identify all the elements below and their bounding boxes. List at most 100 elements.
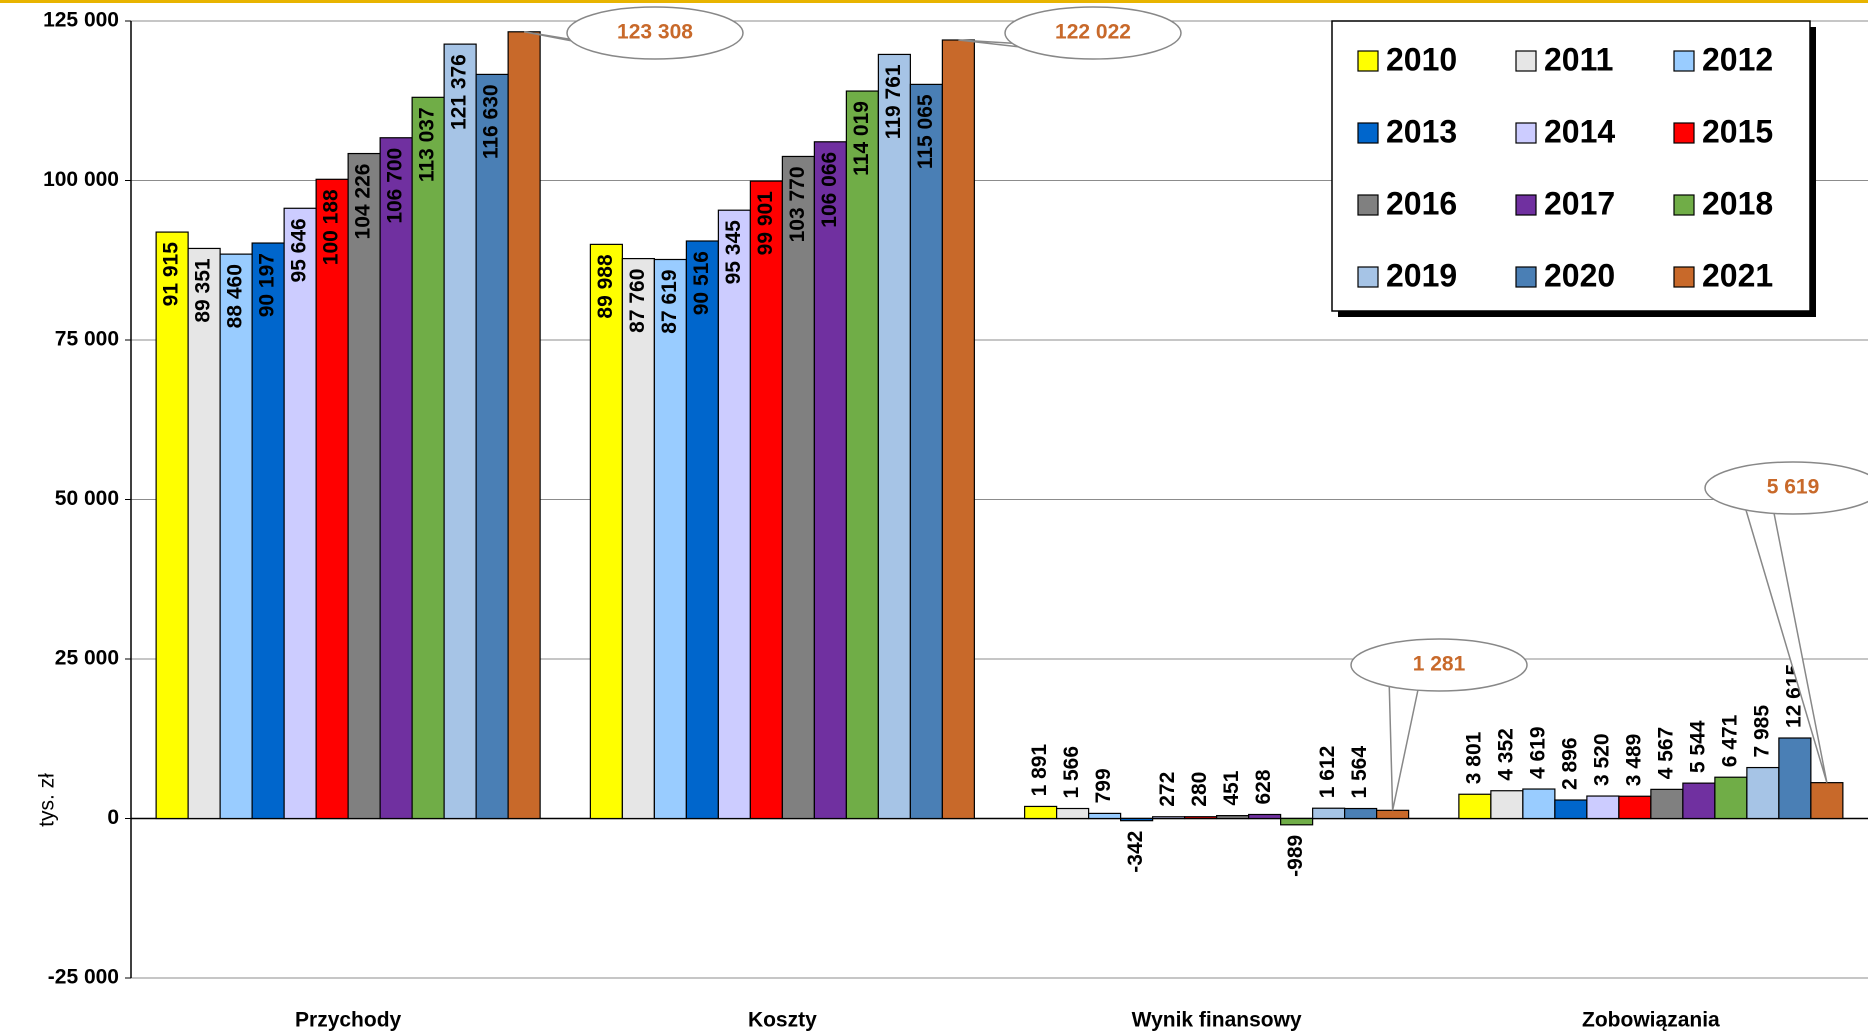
legend-label: 2017 (1544, 185, 1615, 221)
bar (1522, 788, 1556, 820)
callout (566, 6, 744, 60)
value-label: -342 (1124, 831, 1147, 873)
bar (813, 141, 847, 820)
bar (187, 247, 221, 820)
value-label: 121 376 (448, 54, 471, 130)
bar (1618, 795, 1652, 820)
y-tick-label: 0 (107, 806, 119, 829)
value-label: 3 801 (1462, 731, 1485, 784)
bar (653, 258, 687, 820)
value-label: 99 901 (754, 191, 777, 256)
value-label: 123 308 (617, 21, 693, 44)
value-label: 4 352 (1494, 728, 1517, 781)
value-label: 103 770 (786, 166, 809, 242)
value-label: 89 351 (192, 258, 215, 323)
bar (1746, 766, 1780, 820)
value-label: 451 (1220, 770, 1243, 805)
value-label: 1 566 (1060, 746, 1083, 799)
value-label: 116 630 (480, 84, 503, 159)
value-label: 115 065 (914, 94, 937, 169)
bar (1056, 807, 1090, 820)
bar (1490, 790, 1524, 820)
bar (1810, 782, 1844, 820)
callout (1350, 638, 1528, 692)
value-label: 6 471 (1718, 714, 1741, 767)
value-label: 87 619 (658, 269, 681, 333)
value-label: 90 197 (256, 253, 279, 317)
value-label: 7 985 (1750, 705, 1773, 758)
value-label: 4 567 (1654, 727, 1677, 780)
bar (1088, 812, 1122, 820)
legend-swatch (1515, 266, 1537, 288)
bar (845, 90, 879, 820)
bar (1650, 788, 1684, 820)
y-axis-label: tys. zł (36, 773, 59, 827)
x-tick-label: Wynik finansowy (1132, 1009, 1302, 1032)
value-label: 2 896 (1558, 737, 1581, 790)
bar (219, 253, 253, 820)
bar (717, 209, 751, 820)
legend-label: 2011 (1544, 41, 1613, 77)
bar (589, 243, 623, 820)
value-label: 628 (1252, 769, 1275, 804)
legend-swatch (1357, 266, 1379, 288)
bar (443, 43, 477, 820)
legend-label: 2012 (1702, 41, 1773, 77)
value-label: 106 700 (384, 148, 407, 224)
legend-swatch (1673, 266, 1695, 288)
value-label: 95 646 (288, 218, 311, 282)
legend-swatch (1357, 122, 1379, 144)
bar (1778, 737, 1812, 820)
value-label: -989 (1284, 835, 1307, 877)
bar (155, 231, 189, 820)
value-label: 89 988 (594, 254, 617, 319)
value-label: 3 520 (1590, 733, 1613, 786)
legend-label: 2016 (1386, 185, 1457, 221)
bar (1184, 816, 1218, 820)
legend-label: 2020 (1544, 257, 1615, 293)
bar (1682, 782, 1716, 820)
bar (685, 240, 719, 820)
bar (941, 39, 975, 820)
value-label: 90 516 (690, 251, 713, 315)
y-tick-label: 50 000 (55, 487, 119, 510)
bar (781, 155, 815, 820)
bar (1216, 815, 1250, 820)
legend-label: 2019 (1386, 257, 1457, 293)
legend-label: 2018 (1702, 185, 1773, 221)
bar (507, 31, 541, 820)
bar (283, 207, 317, 820)
legend: 2010 2011 2012 2013 2014 2015 2016 2017 2018 2019… (1331, 20, 1816, 317)
y-tick-label: -25 000 (48, 966, 119, 989)
value-label: 1 612 (1316, 746, 1339, 799)
legend-swatch (1515, 122, 1537, 144)
bar (1248, 813, 1282, 820)
value-label: 5 619 (1767, 476, 1820, 499)
y-tick-label: 75 000 (55, 328, 119, 351)
value-label: 100 188 (320, 189, 343, 265)
bar (749, 180, 783, 820)
callout (1704, 461, 1868, 515)
callout (1004, 6, 1182, 60)
bar (621, 257, 655, 820)
value-label: 119 761 (882, 64, 905, 139)
bar (1554, 799, 1588, 820)
bar (1152, 816, 1186, 820)
legend-swatch (1357, 194, 1379, 216)
bar (1714, 776, 1748, 820)
legend-swatch (1673, 50, 1695, 72)
y-tick-label: 100 000 (43, 168, 119, 191)
legend-swatch (1515, 194, 1537, 216)
value-label: 5 544 (1686, 720, 1709, 773)
bar (347, 152, 381, 820)
value-label: 799 (1092, 768, 1115, 803)
value-label: 280 (1188, 772, 1211, 807)
bar (315, 178, 349, 820)
bar (1376, 809, 1410, 820)
bar (1586, 795, 1620, 820)
bar (1458, 793, 1492, 820)
bar (1344, 807, 1378, 820)
value-label: 122 022 (1055, 21, 1131, 44)
bar (1280, 817, 1314, 826)
